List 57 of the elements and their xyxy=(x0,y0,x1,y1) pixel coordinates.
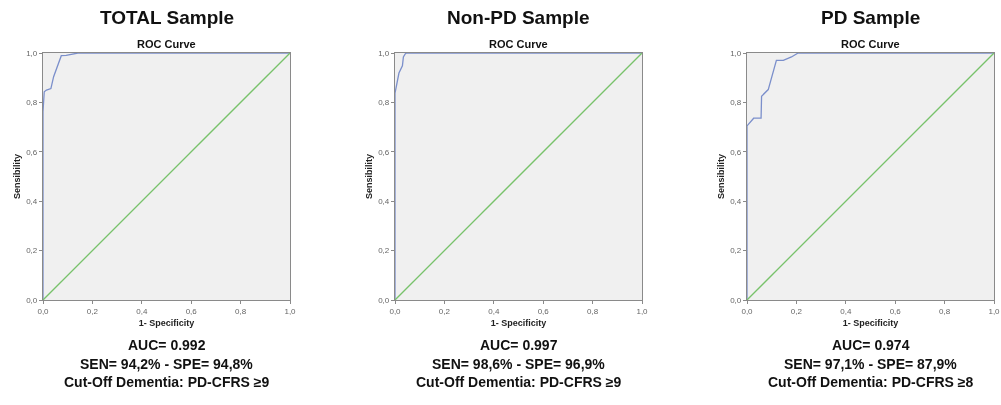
chart-title: TOTAL Sample xyxy=(100,7,235,28)
x-tick-label: 0,6 xyxy=(889,306,902,316)
y-axis-title: Sensibility xyxy=(363,153,374,200)
y-tick-label: 0,4 xyxy=(730,197,742,206)
y-tick-label: 0,8 xyxy=(730,98,742,108)
x-tick-label: 0,4 xyxy=(840,306,852,316)
text: Cut-Off Dementia: PD-CFRS ≥8 xyxy=(768,374,974,390)
chart-title: Non-PD Sample xyxy=(447,7,590,28)
x-tick-label: 0,6 xyxy=(537,306,550,316)
x-tick-label: 0,8 xyxy=(235,306,247,316)
x-tick-label: 1,0 xyxy=(988,306,1001,316)
y-tick-label: 1,0 xyxy=(730,48,742,58)
y-tick-label: 0,4 xyxy=(378,197,390,206)
y-tick-label: 0,2 xyxy=(730,246,742,256)
x-tick-label: 0,4 xyxy=(488,306,500,316)
y-tick-label: 0,8 xyxy=(26,98,38,108)
x-tick-label: 1,0 xyxy=(284,306,297,316)
text: SEN= 94,2% - SPE= 94,8% xyxy=(80,356,254,372)
text: Cut-Off Dementia: PD-CFRS ≥9 xyxy=(416,374,622,390)
y-tick-label: 1,0 xyxy=(378,48,390,58)
text: Cut-Off Dementia: PD-CFRS ≥9 xyxy=(64,374,270,390)
x-tick-label: 0,0 xyxy=(389,306,402,316)
x-tick-label: 0,8 xyxy=(939,306,951,316)
x-tick-label: 0,2 xyxy=(438,306,451,316)
text: AUC= 0.992 xyxy=(128,337,206,353)
y-tick-label: 0,6 xyxy=(730,147,742,157)
y-tick-label: 0,2 xyxy=(378,246,390,256)
y-tick-label: 0,0 xyxy=(730,295,742,305)
y-tick-label: 0,0 xyxy=(378,295,390,305)
text: AUC= 0.997 xyxy=(480,337,558,353)
x-tick-label: 0,4 xyxy=(136,306,148,316)
y-tick-label: 0,6 xyxy=(26,147,38,157)
x-axis-title: 1- Specificity xyxy=(490,317,547,328)
chart-title: PD Sample xyxy=(821,7,921,28)
x-tick-label: 0,6 xyxy=(185,306,198,316)
y-tick-label: 0,4 xyxy=(26,197,38,206)
x-axis-title: 1- Specificity xyxy=(138,317,195,328)
chart-subtitle: ROC Curve xyxy=(841,38,900,50)
x-tick-label: 1,0 xyxy=(636,306,649,316)
x-axis-title: 1- Specificity xyxy=(842,317,899,328)
x-tick-label: 0,8 xyxy=(587,306,599,316)
y-tick-label: 0,2 xyxy=(26,246,38,256)
x-tick-label: 0,0 xyxy=(741,306,754,316)
chart-subtitle: ROC Curve xyxy=(489,38,548,50)
text: SEN= 97,1% - SPE= 87,9% xyxy=(784,356,958,372)
x-tick-label: 0,0 xyxy=(37,306,50,316)
y-tick-label: 1,0 xyxy=(26,48,38,58)
text: SEN= 98,6% - SPE= 96,9% xyxy=(432,356,606,372)
text: AUC= 0.974 xyxy=(832,337,910,353)
y-tick-label: 0,8 xyxy=(378,98,390,108)
x-tick-label: 0,2 xyxy=(790,306,803,316)
y-tick-label: 0,6 xyxy=(378,147,390,157)
x-tick-label: 0,2 xyxy=(86,306,99,316)
y-axis-title: Sensibility xyxy=(11,153,22,200)
chart-subtitle: ROC Curve xyxy=(137,38,196,50)
y-tick-label: 0,0 xyxy=(26,295,38,305)
y-axis-title: Sensibility xyxy=(715,153,726,200)
